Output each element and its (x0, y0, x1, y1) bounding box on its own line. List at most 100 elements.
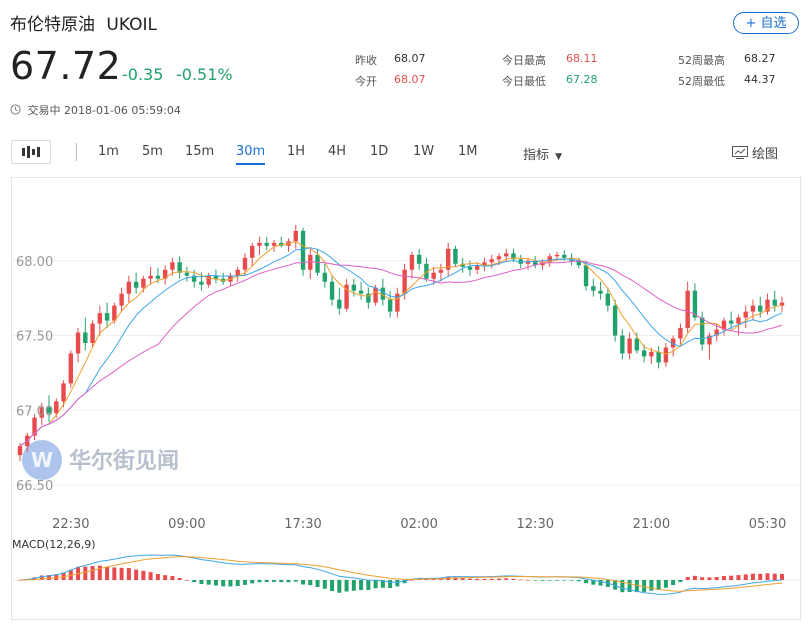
candle-body[interactable] (758, 305, 763, 312)
candle-body[interactable] (445, 248, 451, 270)
candle-body[interactable] (504, 253, 509, 257)
candle-body[interactable] (562, 254, 567, 258)
candle-body[interactable] (438, 269, 444, 273)
candle-body[interactable] (685, 290, 690, 329)
candle-body[interactable] (170, 262, 175, 270)
candle-body[interactable] (395, 293, 400, 312)
indicator-dropdown[interactable]: 指标 ▼ (523, 144, 562, 163)
candle-body[interactable] (90, 323, 95, 343)
candle-body[interactable] (32, 417, 37, 436)
candle-body[interactable] (721, 320, 727, 330)
candle-body[interactable] (126, 281, 132, 294)
candle-body[interactable] (83, 332, 88, 343)
timeframe-1h[interactable]: 1H (287, 144, 306, 159)
candle-body[interactable] (68, 353, 73, 384)
candle-body[interactable] (104, 313, 110, 321)
candle-body[interactable] (112, 305, 117, 321)
candle-body[interactable] (228, 275, 233, 282)
candle-body[interactable] (699, 317, 705, 345)
timeframe-15m[interactable]: 15m (185, 144, 215, 159)
candle-body[interactable] (213, 275, 219, 279)
chart-type-candlestick-button[interactable] (11, 140, 51, 164)
candle-body[interactable] (199, 281, 204, 285)
candle-body[interactable] (300, 230, 306, 270)
candle-body[interactable] (380, 287, 386, 300)
candle-body[interactable] (235, 269, 240, 276)
candle-body[interactable] (177, 262, 182, 273)
candle-body[interactable] (772, 299, 777, 306)
timeframe-4h[interactable]: 4H (328, 144, 347, 159)
candle-body[interactable] (293, 230, 298, 242)
candle-body[interactable] (184, 272, 190, 276)
candle-body[interactable] (387, 299, 393, 312)
candle-body[interactable] (337, 299, 342, 309)
candle-body[interactable] (141, 278, 146, 288)
timeframe-1w[interactable]: 1W (413, 144, 435, 159)
candle-body[interactable] (358, 290, 364, 294)
candle-body[interactable] (729, 320, 734, 324)
candle-body[interactable] (75, 332, 81, 354)
candle-body[interactable] (547, 256, 552, 263)
timeframe-30m[interactable]: 30m (236, 144, 266, 159)
candle-body[interactable] (482, 262, 487, 266)
candle-body[interactable] (496, 256, 502, 260)
candle-body[interactable] (453, 248, 458, 264)
candle-body[interactable] (431, 272, 436, 279)
candle-body[interactable] (61, 383, 66, 402)
candle-body[interactable] (533, 260, 538, 266)
candle-body[interactable] (489, 259, 494, 263)
candle-body[interactable] (692, 290, 698, 318)
candle-body[interactable] (402, 269, 407, 294)
candle-body[interactable] (315, 254, 320, 273)
candle-body[interactable] (257, 242, 262, 246)
candle-body[interactable] (460, 263, 465, 267)
timeframe-1m[interactable]: 1m (98, 144, 119, 159)
candle-body[interactable] (424, 263, 429, 279)
candle-body[interactable] (670, 338, 676, 348)
timeframe-1d[interactable]: 1D (370, 144, 389, 159)
candle-body[interactable] (366, 293, 371, 303)
candle-body[interactable] (416, 254, 422, 264)
candle-body[interactable] (475, 265, 480, 270)
candle-body[interactable] (373, 287, 378, 303)
candle-body[interactable] (591, 286, 596, 291)
candle-body[interactable] (467, 266, 473, 270)
candle-body[interactable] (576, 260, 581, 266)
timeframe-5m[interactable]: 5m (142, 144, 163, 159)
candle-body[interactable] (765, 299, 770, 312)
candle-body[interactable] (148, 275, 153, 279)
candle-body[interactable] (242, 257, 248, 270)
candle-body[interactable] (554, 254, 560, 257)
drawing-tools-button[interactable]: 绘图 (732, 143, 778, 162)
candle-body[interactable] (525, 260, 531, 264)
candle-body[interactable] (714, 329, 719, 336)
candle-body[interactable] (663, 347, 669, 363)
candle-body[interactable] (779, 302, 785, 306)
candle-body[interactable] (612, 305, 618, 336)
candle-body[interactable] (39, 407, 44, 418)
candle-body[interactable] (605, 293, 611, 306)
candle-body[interactable] (191, 275, 197, 282)
add-watchlist-button[interactable]: + 自选 (733, 12, 799, 34)
candle-body[interactable] (641, 350, 647, 357)
candle-body[interactable] (119, 293, 124, 306)
candle-body[interactable] (678, 328, 683, 339)
candle-body[interactable] (97, 313, 103, 324)
candle-body[interactable] (351, 284, 357, 291)
candle-body[interactable] (707, 335, 712, 345)
candle-body[interactable] (133, 281, 139, 288)
candle-body[interactable] (598, 290, 603, 294)
candle-body[interactable] (656, 351, 661, 363)
candle-body[interactable] (634, 338, 640, 351)
candle-body[interactable] (54, 401, 59, 414)
candle-body[interactable] (46, 407, 52, 414)
candle-body[interactable] (329, 281, 335, 300)
candle-body[interactable] (627, 338, 632, 354)
candle-body[interactable] (620, 335, 625, 354)
candle-body[interactable] (511, 253, 516, 260)
candle-body[interactable] (583, 265, 589, 287)
candle-body[interactable] (750, 305, 756, 312)
candle-body[interactable] (250, 245, 255, 258)
candle-body[interactable] (264, 242, 269, 246)
